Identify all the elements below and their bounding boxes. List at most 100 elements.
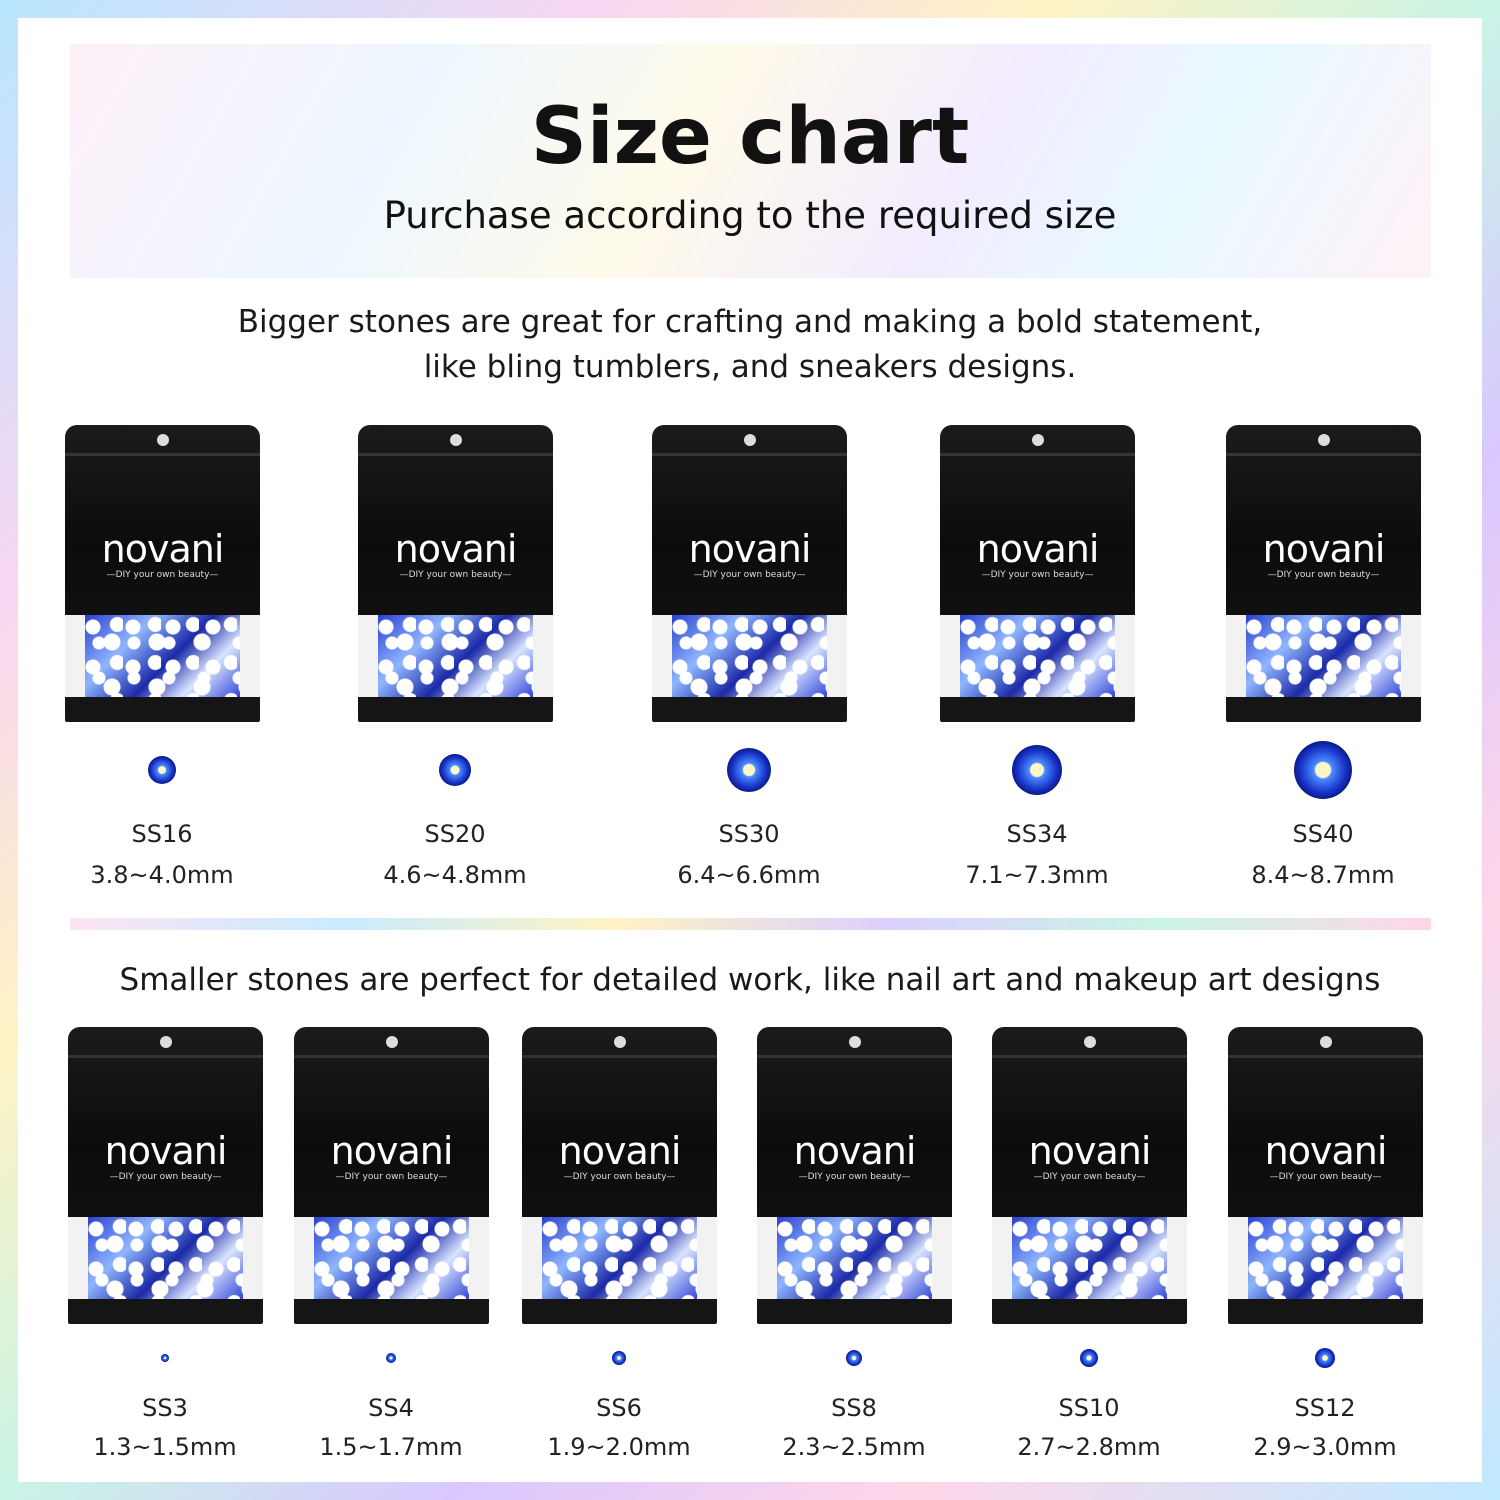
brand-logo: novani <box>1028 1129 1152 1173</box>
brand-tagline: —DIY your own beauty— <box>798 1172 911 1182</box>
small-stones-description: Smaller stones are perfect for detailed … <box>119 962 1381 998</box>
size-mm: 1.5~1.7mm <box>319 1433 463 1461</box>
header-banner <box>70 44 1431 278</box>
rhinestones-image <box>378 615 533 697</box>
big-desc-line-1: Bigger stones are great for crafting and… <box>237 304 1263 340</box>
brand-tagline: —DIY your own beauty— <box>1267 570 1380 580</box>
size-code: SS16 <box>131 820 193 848</box>
product-bag: novani —DIY your own beauty— <box>68 1027 263 1324</box>
brand-tagline: —DIY your own beauty— <box>563 1172 676 1182</box>
size-code: SS8 <box>831 1394 877 1422</box>
size-code: SS34 <box>1006 820 1068 848</box>
brand-logo: novani <box>101 527 225 571</box>
size-code: SS20 <box>424 820 486 848</box>
rhinestones-image <box>85 615 240 697</box>
zipper <box>522 1055 717 1058</box>
rhinestone-sample <box>1080 1349 1098 1367</box>
rhinestone-sample <box>439 754 471 786</box>
size-mm: 4.6~4.8mm <box>383 861 527 889</box>
zipper <box>652 453 847 456</box>
rhinestone-sample <box>1294 741 1352 799</box>
brand-logo: novani <box>1262 527 1386 571</box>
rhinestone-sample <box>727 748 771 792</box>
size-mm: 2.3~2.5mm <box>782 1433 926 1461</box>
hang-hole <box>614 1036 626 1048</box>
big-stones-description: Bigger stones are great for crafting and… <box>0 300 1500 390</box>
product-bag: novani —DIY your own beauty— <box>522 1027 717 1324</box>
size-mm: 2.7~2.8mm <box>1017 1433 1161 1461</box>
size-mm: 6.4~6.6mm <box>677 861 821 889</box>
rhinestone-sample <box>846 1350 862 1366</box>
rhinestones-image <box>1248 1217 1403 1299</box>
hang-hole <box>744 434 756 446</box>
rhinestones-image <box>1012 1217 1167 1299</box>
hang-hole <box>1032 434 1044 446</box>
size-mm: 1.9~2.0mm <box>547 1433 691 1461</box>
zipper <box>992 1055 1187 1058</box>
brand-tagline: —DIY your own beauty— <box>399 570 512 580</box>
product-bag: novani —DIY your own beauty— <box>757 1027 952 1324</box>
size-code: SS30 <box>718 820 780 848</box>
zipper <box>68 1055 263 1058</box>
hang-hole <box>386 1036 398 1048</box>
rhinestone-sample <box>1012 745 1062 795</box>
brand-tagline: —DIY your own beauty— <box>106 570 219 580</box>
rhinestone-sample <box>386 1353 396 1363</box>
brand-logo: novani <box>558 1129 682 1173</box>
product-bag: novani —DIY your own beauty— <box>65 425 260 722</box>
brand-logo: novani <box>793 1129 917 1173</box>
section-divider <box>70 918 1431 930</box>
hang-hole <box>1084 1036 1096 1048</box>
zipper <box>1226 453 1421 456</box>
hang-hole <box>849 1036 861 1048</box>
zipper <box>358 453 553 456</box>
page-title: Size chart <box>530 92 970 182</box>
page-subtitle: Purchase according to the required size <box>383 194 1117 237</box>
rhinestones-image <box>672 615 827 697</box>
rhinestone-sample <box>612 1351 626 1365</box>
size-mm: 1.3~1.5mm <box>93 1433 237 1461</box>
brand-tagline: —DIY your own beauty— <box>693 570 806 580</box>
product-bag: novani —DIY your own beauty— <box>1228 1027 1423 1324</box>
size-code: SS6 <box>596 1394 642 1422</box>
brand-logo: novani <box>394 527 518 571</box>
size-code: SS4 <box>368 1394 414 1422</box>
hang-hole <box>1320 1036 1332 1048</box>
brand-logo: novani <box>1264 1129 1388 1173</box>
zipper <box>294 1055 489 1058</box>
zipper <box>940 453 1135 456</box>
hang-hole <box>450 434 462 446</box>
zipper <box>65 453 260 456</box>
brand-tagline: —DIY your own beauty— <box>1269 1172 1382 1182</box>
size-mm: 2.9~3.0mm <box>1253 1433 1397 1461</box>
product-bag: novani —DIY your own beauty— <box>992 1027 1187 1324</box>
zipper <box>1228 1055 1423 1058</box>
rhinestone-sample <box>1315 1348 1335 1368</box>
size-mm: 8.4~8.7mm <box>1251 861 1395 889</box>
rhinestones-image <box>777 1217 932 1299</box>
size-code: SS12 <box>1294 1394 1356 1422</box>
rhinestone-sample <box>148 756 176 784</box>
brand-logo: novani <box>976 527 1100 571</box>
hang-hole <box>160 1036 172 1048</box>
size-mm: 7.1~7.3mm <box>965 861 1109 889</box>
big-desc-line-2: like bling tumblers, and sneakers design… <box>423 349 1077 385</box>
brand-logo: novani <box>688 527 812 571</box>
rhinestones-image <box>960 615 1115 697</box>
rhinestones-image <box>88 1217 243 1299</box>
rhinestones-image <box>542 1217 697 1299</box>
rhinestone-sample <box>161 1354 169 1362</box>
product-bag: novani —DIY your own beauty— <box>652 425 847 722</box>
rhinestones-image <box>1246 615 1401 697</box>
brand-tagline: —DIY your own beauty— <box>981 570 1094 580</box>
product-bag: novani —DIY your own beauty— <box>358 425 553 722</box>
hang-hole <box>1318 434 1330 446</box>
product-bag: novani —DIY your own beauty— <box>940 425 1135 722</box>
product-bag: novani —DIY your own beauty— <box>1226 425 1421 722</box>
zipper <box>757 1055 952 1058</box>
size-code: SS3 <box>142 1394 188 1422</box>
hang-hole <box>157 434 169 446</box>
size-code: SS40 <box>1292 820 1354 848</box>
brand-tagline: —DIY your own beauty— <box>1033 1172 1146 1182</box>
product-bag: novani —DIY your own beauty— <box>294 1027 489 1324</box>
